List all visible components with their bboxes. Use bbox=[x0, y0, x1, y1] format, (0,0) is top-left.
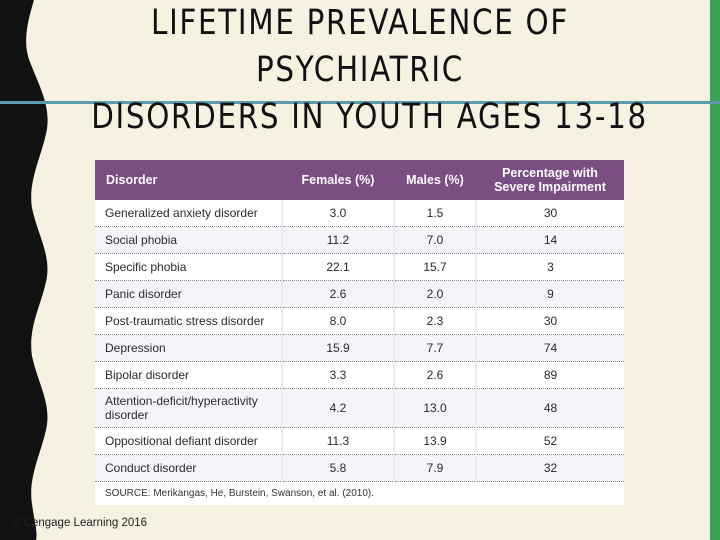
title-line-2: PSYCHIATRIC bbox=[256, 50, 464, 90]
right-accent-bar bbox=[710, 0, 720, 540]
wavy-edge-shape bbox=[0, 0, 48, 540]
males-cell: 15.7 bbox=[394, 253, 477, 281]
females-cell: 2.6 bbox=[282, 280, 395, 308]
disorder-cell: Panic disorder bbox=[95, 280, 283, 308]
males-cell: 13.9 bbox=[394, 427, 477, 455]
severe-impairment-cell: 14 bbox=[476, 226, 624, 254]
females-cell: 11.3 bbox=[282, 427, 395, 455]
males-cell: 13.0 bbox=[394, 388, 477, 428]
females-cell: 3.0 bbox=[282, 200, 395, 227]
table-row: Attention-deficit/hyperactivity disorder… bbox=[95, 388, 624, 428]
females-cell: 11.2 bbox=[282, 226, 395, 254]
disorder-cell: Attention-deficit/hyperactivity disorder bbox=[95, 388, 283, 428]
title-line-1: LIFETIME PREVALENCE OF bbox=[151, 3, 569, 43]
disorder-cell: Oppositional defiant disorder bbox=[95, 427, 283, 455]
severe-impairment-cell: 9 bbox=[476, 280, 624, 308]
table-row: Conduct disorder 5.8 7.9 32 bbox=[95, 454, 624, 482]
header-females: Females (%) bbox=[301, 173, 375, 187]
males-cell: 2.3 bbox=[394, 307, 477, 335]
table-row: Bipolar disorder 3.3 2.6 89 bbox=[95, 361, 624, 389]
females-cell: 15.9 bbox=[282, 334, 395, 362]
disorder-cell: Social phobia bbox=[95, 226, 283, 254]
disorder-cell: Bipolar disorder bbox=[95, 361, 283, 389]
title-rule bbox=[0, 101, 720, 104]
disorder-cell: Generalized anxiety disorder bbox=[95, 200, 283, 227]
table-row: Specific phobia 22.1 15.7 3 bbox=[95, 253, 624, 281]
table-header-row: Disorder Females (%) Males (%) Percentag… bbox=[95, 160, 624, 200]
header-disorder: Disorder bbox=[106, 173, 158, 187]
severe-impairment-cell: 30 bbox=[476, 200, 624, 227]
males-cell: 1.5 bbox=[394, 200, 477, 227]
severe-impairment-cell: 89 bbox=[476, 361, 624, 389]
table-row: Generalized anxiety disorder 3.0 1.5 30 bbox=[95, 200, 624, 227]
table-row: Social phobia 11.2 7.0 14 bbox=[95, 226, 624, 254]
males-cell: 7.7 bbox=[394, 334, 477, 362]
severe-impairment-cell: 3 bbox=[476, 253, 624, 281]
copyright-notice: © Cengage Learning 2016 bbox=[12, 517, 148, 529]
severe-impairment-cell: 52 bbox=[476, 427, 624, 455]
females-cell: 8.0 bbox=[282, 307, 395, 335]
table-row: Oppositional defiant disorder 11.3 13.9 … bbox=[95, 427, 624, 455]
males-cell: 7.0 bbox=[394, 226, 477, 254]
females-cell: 5.8 bbox=[282, 454, 395, 482]
severe-impairment-cell: 74 bbox=[476, 334, 624, 362]
females-cell: 22.1 bbox=[282, 253, 395, 281]
males-cell: 2.0 bbox=[394, 280, 477, 308]
females-cell: 4.2 bbox=[282, 388, 395, 428]
header-severe-impairment: Percentage with Severe Impairment bbox=[494, 166, 606, 194]
males-cell: 2.6 bbox=[394, 361, 477, 389]
left-decorative-band bbox=[0, 0, 48, 540]
header-males: Males (%) bbox=[406, 173, 464, 187]
prevalence-table-panel: Disorder Females (%) Males (%) Percentag… bbox=[95, 160, 624, 505]
disorder-cell: Depression bbox=[95, 334, 283, 362]
table-row: Depression 15.9 7.7 74 bbox=[95, 334, 624, 362]
disorder-cell: Specific phobia bbox=[95, 253, 283, 281]
disorder-cell: Post-traumatic stress disorder bbox=[95, 307, 283, 335]
table-source-note: SOURCE: Merikangas, He, Burstein, Swanso… bbox=[105, 488, 375, 499]
severe-impairment-cell: 30 bbox=[476, 307, 624, 335]
prevalence-table: Disorder Females (%) Males (%) Percentag… bbox=[95, 160, 624, 482]
table-row: Post-traumatic stress disorder 8.0 2.3 3… bbox=[95, 307, 624, 335]
slide-title: LIFETIME PREVALENCE OF PSYCHIATRIC DISOR… bbox=[91, 0, 648, 141]
severe-impairment-cell: 48 bbox=[476, 388, 624, 428]
females-cell: 3.3 bbox=[282, 361, 395, 389]
table-row: Panic disorder 2.6 2.0 9 bbox=[95, 280, 624, 308]
disorder-cell: Conduct disorder bbox=[95, 454, 283, 482]
males-cell: 7.9 bbox=[394, 454, 477, 482]
title-line-3: DISORDERS IN YOUTH AGES 13-18 bbox=[91, 97, 648, 137]
severe-impairment-cell: 32 bbox=[476, 454, 624, 482]
